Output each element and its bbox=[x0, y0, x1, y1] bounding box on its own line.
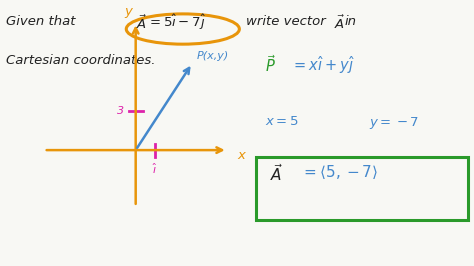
Text: $\vec{A}$: $\vec{A}$ bbox=[270, 163, 283, 184]
Text: $\vec{A}$: $\vec{A}$ bbox=[136, 15, 146, 32]
Text: $y = -7$: $y = -7$ bbox=[369, 115, 419, 131]
Text: $= \langle 5, -7 \rangle$: $= \langle 5, -7 \rangle$ bbox=[301, 163, 378, 181]
Text: $= 5\hat{\imath} - 7\hat{\jmath}$: $= 5\hat{\imath} - 7\hat{\jmath}$ bbox=[146, 13, 206, 32]
Text: $\hat{\imath}$: $\hat{\imath}$ bbox=[152, 162, 157, 176]
Text: write vector: write vector bbox=[246, 15, 326, 28]
FancyBboxPatch shape bbox=[256, 157, 468, 220]
Text: 3: 3 bbox=[117, 106, 124, 116]
Text: $\vec{A}$: $\vec{A}$ bbox=[334, 15, 345, 32]
Text: y: y bbox=[125, 6, 133, 19]
Text: $= x\hat{\imath} + y\hat{\jmath}$: $= x\hat{\imath} + y\hat{\jmath}$ bbox=[291, 54, 355, 76]
Text: P(x,y): P(x,y) bbox=[197, 51, 229, 61]
Text: $x = 5$: $x = 5$ bbox=[265, 115, 299, 128]
Text: $\vec{P}$: $\vec{P}$ bbox=[265, 54, 276, 75]
Text: Given that: Given that bbox=[6, 15, 75, 28]
Text: x: x bbox=[237, 149, 245, 162]
Text: Cartesian coordinates.: Cartesian coordinates. bbox=[6, 54, 155, 67]
Text: in: in bbox=[345, 15, 356, 28]
